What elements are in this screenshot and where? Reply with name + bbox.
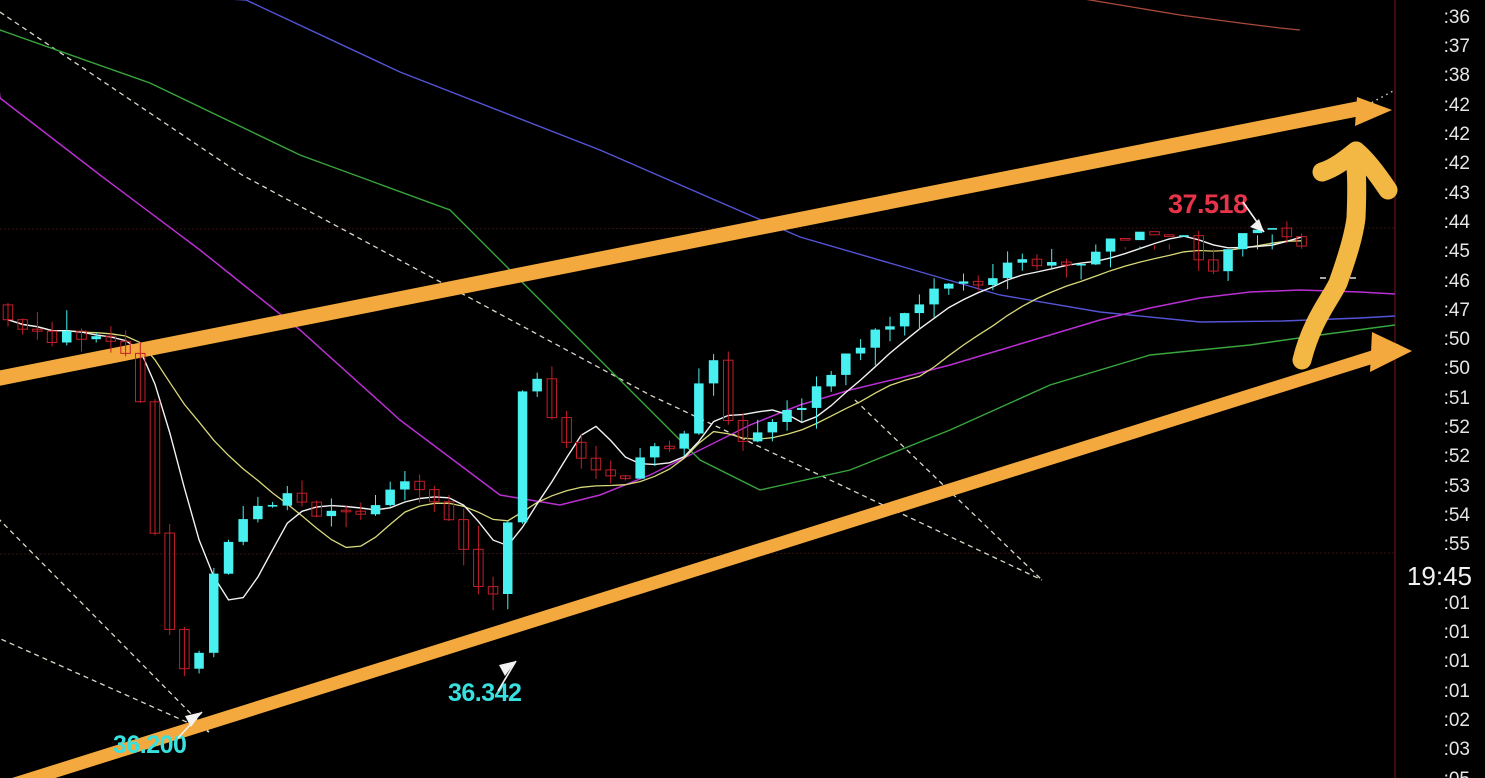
svg-text:36.200: 36.200 xyxy=(113,731,186,759)
svg-text:36.342: 36.342 xyxy=(448,679,521,707)
svg-text:37.518: 37.518 xyxy=(1168,189,1248,219)
